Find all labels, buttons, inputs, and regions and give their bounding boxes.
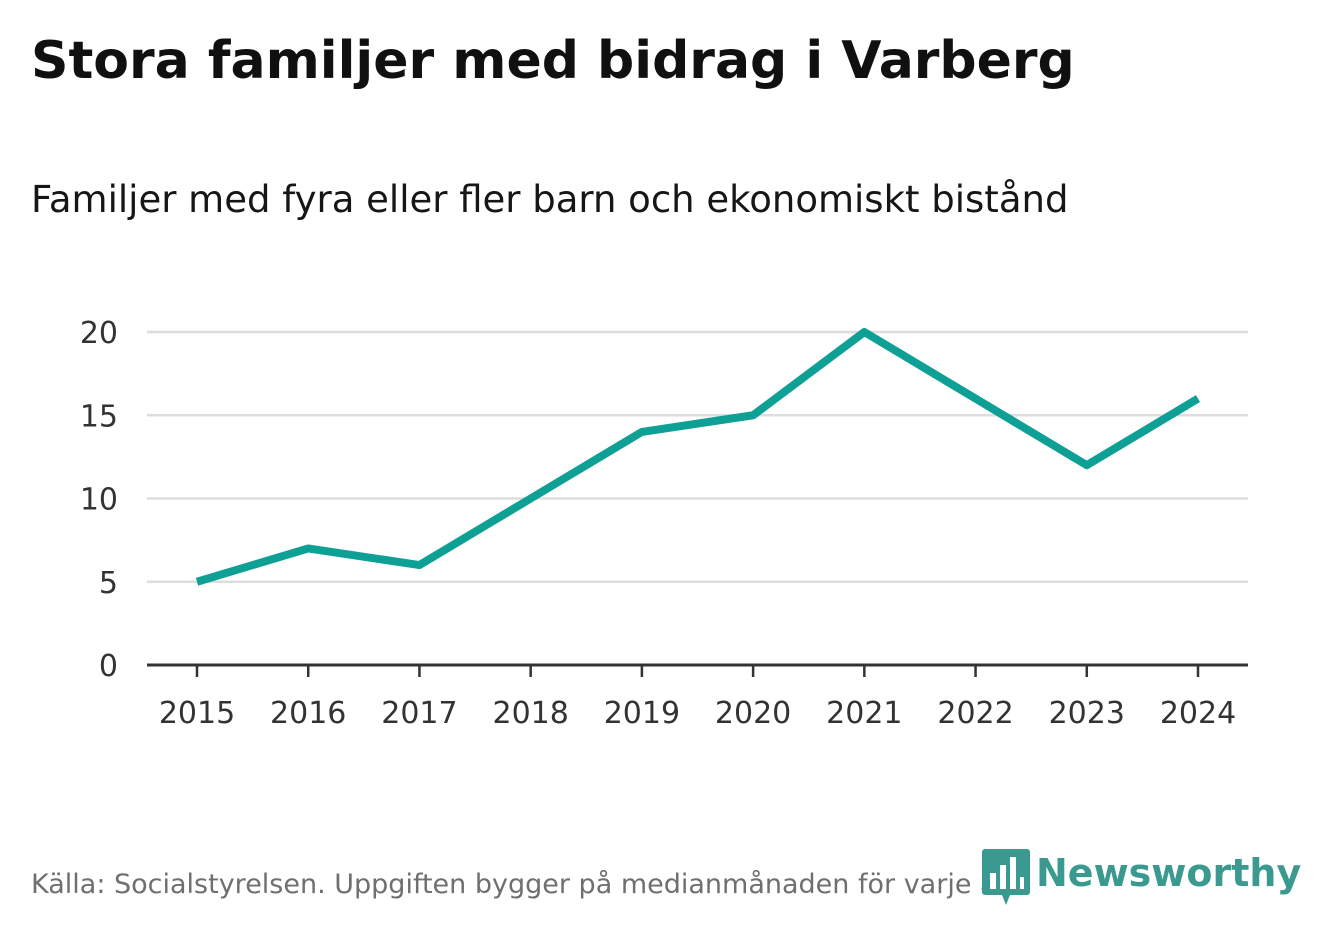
x-tick-label: 2017 <box>381 696 457 731</box>
x-tick-label: 2022 <box>937 696 1013 731</box>
x-tick-label: 2023 <box>1049 696 1125 731</box>
newsworthy-logo: Newsworthy <box>982 849 1302 905</box>
brand-name: Newsworthy <box>1036 851 1302 895</box>
chart-subtitle: Familjer med fyra eller fler barn och ek… <box>31 178 1069 221</box>
y-tick-label: 15 <box>80 399 118 434</box>
x-tick-label: 2021 <box>826 696 902 731</box>
bar-chart-logo-icon <box>982 849 1030 905</box>
grid-layer <box>147 330 1248 583</box>
y-tick-label: 20 <box>80 316 118 351</box>
series-line <box>195 328 1201 586</box>
x-tick-label: 2015 <box>159 696 235 731</box>
x-tick-label: 2024 <box>1160 696 1236 731</box>
x-tick-label: 2018 <box>492 696 568 731</box>
source-note: Källa: Socialstyrelsen. Uppgiften bygger… <box>31 869 1008 900</box>
y-tick-label: 0 <box>99 649 118 684</box>
x-tick-label: 2019 <box>604 696 680 731</box>
y-tick-label: 5 <box>99 566 118 601</box>
chart-title: Stora familjer med bidrag i Varberg <box>31 31 1075 91</box>
series-layer <box>195 328 1201 586</box>
y-tick-label: 10 <box>80 483 118 518</box>
axis-layer: 0 5 10 15 20 2015 2016 2017 2018 2019 2020 2021 2022… <box>80 316 1248 731</box>
x-tick-label: 2016 <box>270 696 346 731</box>
x-tick-label: 2020 <box>715 696 791 731</box>
